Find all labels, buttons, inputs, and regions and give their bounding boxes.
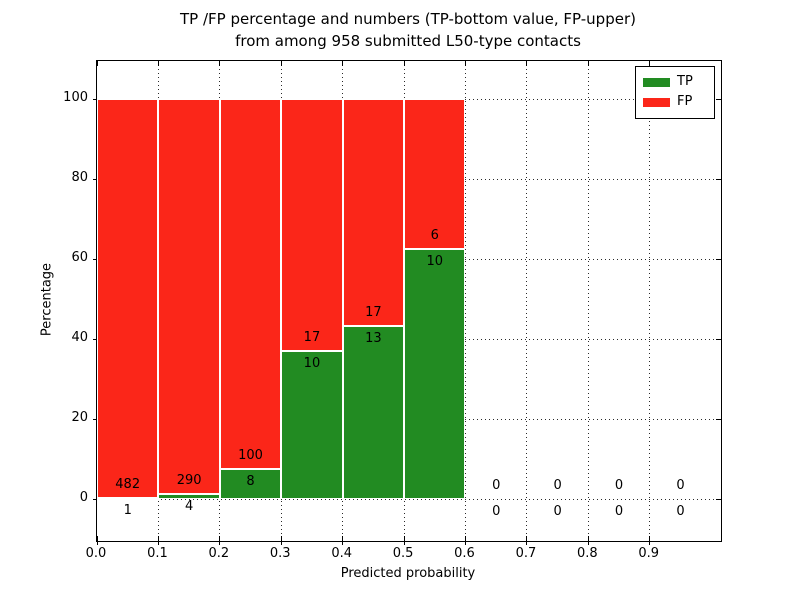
x-tick-label: 0.7 [515, 546, 537, 561]
tp-count-label: 1 [123, 503, 132, 519]
x-tick-mark-top [587, 61, 589, 66]
y-tick-label: 40 [71, 330, 88, 345]
fp-legend-swatch [643, 97, 670, 107]
bar-segment-tp [404, 249, 466, 499]
grid-line-vertical [587, 61, 589, 541]
y-tick-label: 80 [71, 170, 88, 185]
x-tick-mark [526, 536, 528, 545]
grid-line-horizontal [97, 498, 721, 500]
y-tick-mark-right [716, 498, 721, 500]
x-tick-mark-top [280, 61, 282, 66]
fp-count-label: 0 [492, 478, 501, 493]
fp-count-label: 0 [614, 478, 624, 493]
fp-count-label: 100 [238, 448, 263, 464]
tp-count-label: 10 [303, 355, 321, 371]
x-tick-mark [587, 536, 589, 545]
y-tick-label: 20 [71, 410, 88, 425]
tp-count-label: 4 [184, 498, 194, 514]
fp-count-label: 6 [430, 228, 439, 243]
x-tick-mark-top [526, 61, 528, 66]
bar-segment-tp [158, 493, 220, 499]
tp-count-label: 0 [676, 504, 685, 519]
x-tick-mark-top [403, 61, 405, 66]
tp-count-label: 13 [365, 330, 382, 346]
x-tick-mark-top [342, 61, 344, 66]
fp-legend-label: FP [677, 94, 693, 109]
x-tick-mark [649, 536, 651, 545]
x-tick-mark-top [157, 61, 159, 66]
y-tick-mark-right [716, 418, 721, 420]
tp-count-label: 0 [492, 504, 501, 519]
bar-segment-fp [97, 99, 159, 499]
x-tick-label: 0.1 [147, 546, 168, 561]
x-tick-mark [96, 536, 98, 545]
grid-line-vertical [649, 61, 651, 541]
fp-count-label: 0 [553, 478, 562, 493]
x-tick-mark [219, 536, 221, 545]
chart-title: TP /FP percentage and numbers (TP-bottom… [96, 8, 720, 52]
x-tick-label: 0.6 [454, 546, 475, 561]
fp-count-label: 17 [365, 304, 382, 320]
x-tick-mark [465, 536, 466, 545]
x-tick-label: 0.3 [269, 546, 291, 561]
x-tick-label: 0.0 [85, 546, 107, 561]
y-tick-mark-right [716, 178, 721, 180]
tp-count-label: 10 [426, 254, 444, 269]
x-tick-mark-top [96, 61, 98, 66]
bar-segment-tp [97, 498, 159, 501]
bar-segment-tp [281, 350, 343, 499]
x-tick-mark-top [219, 61, 221, 66]
x-tick-mark [280, 536, 282, 545]
x-tick-label: 0.5 [392, 546, 414, 561]
bar-segment-tp [342, 325, 405, 499]
y-tick-label: 100 [63, 90, 88, 105]
x-tick-mark [342, 536, 344, 545]
x-tick-label: 0.2 [208, 546, 230, 561]
y-tick-label: 0 [79, 490, 88, 505]
x-tick-label: 0.4 [331, 546, 352, 561]
bar-segment-tp [219, 469, 282, 499]
fp-count-label: 17 [303, 329, 321, 345]
legend: TP FP [635, 66, 715, 119]
fp-count-label: 290 [176, 472, 202, 488]
tp-count-label: 0 [614, 504, 624, 519]
y-axis-label: Percentage [39, 262, 55, 337]
y-tick-mark-right [716, 98, 721, 100]
x-tick-mark [157, 536, 159, 545]
fp-count-label: 0 [676, 478, 685, 493]
x-tick-mark-top [649, 61, 651, 66]
bar-segment-fp [342, 99, 405, 326]
fp-count-label: 482 [115, 477, 141, 493]
y-tick-mark-right [716, 258, 721, 260]
tp-count-label: 0 [553, 504, 562, 519]
tp-count-label: 8 [246, 474, 255, 490]
legend-item-tp: TP [643, 72, 707, 92]
bar-segment-fp [281, 99, 343, 351]
x-tick-label: 0.9 [638, 546, 660, 561]
x-tick-mark-top [465, 61, 466, 66]
bar-segment-fp [404, 99, 466, 249]
x-tick-label: 0.8 [576, 546, 598, 561]
tp-legend-swatch [643, 77, 670, 87]
y-tick-label: 60 [71, 250, 88, 265]
grid-line-vertical [526, 61, 528, 541]
bar-segment-fp [158, 99, 220, 494]
y-tick-mark-right [716, 338, 721, 340]
bar-segment-fp [219, 99, 282, 470]
grid-line-vertical [465, 61, 466, 541]
x-tick-mark [403, 536, 405, 545]
tp-legend-label: TP [677, 74, 693, 89]
legend-item-fp: FP [643, 92, 707, 112]
x-axis-label: Predicted probability [340, 566, 476, 581]
plot-area: TP FP 482 1 290 4 100 8 17 10 17 13 6 10 0 0 0 0 0 0 0 0 [93, 60, 722, 545]
chart-title-line1: TP /FP percentage and numbers (TP-bottom… [180, 10, 636, 28]
chart-title-line2: from among 958 submitted L50-type contac… [235, 32, 581, 50]
